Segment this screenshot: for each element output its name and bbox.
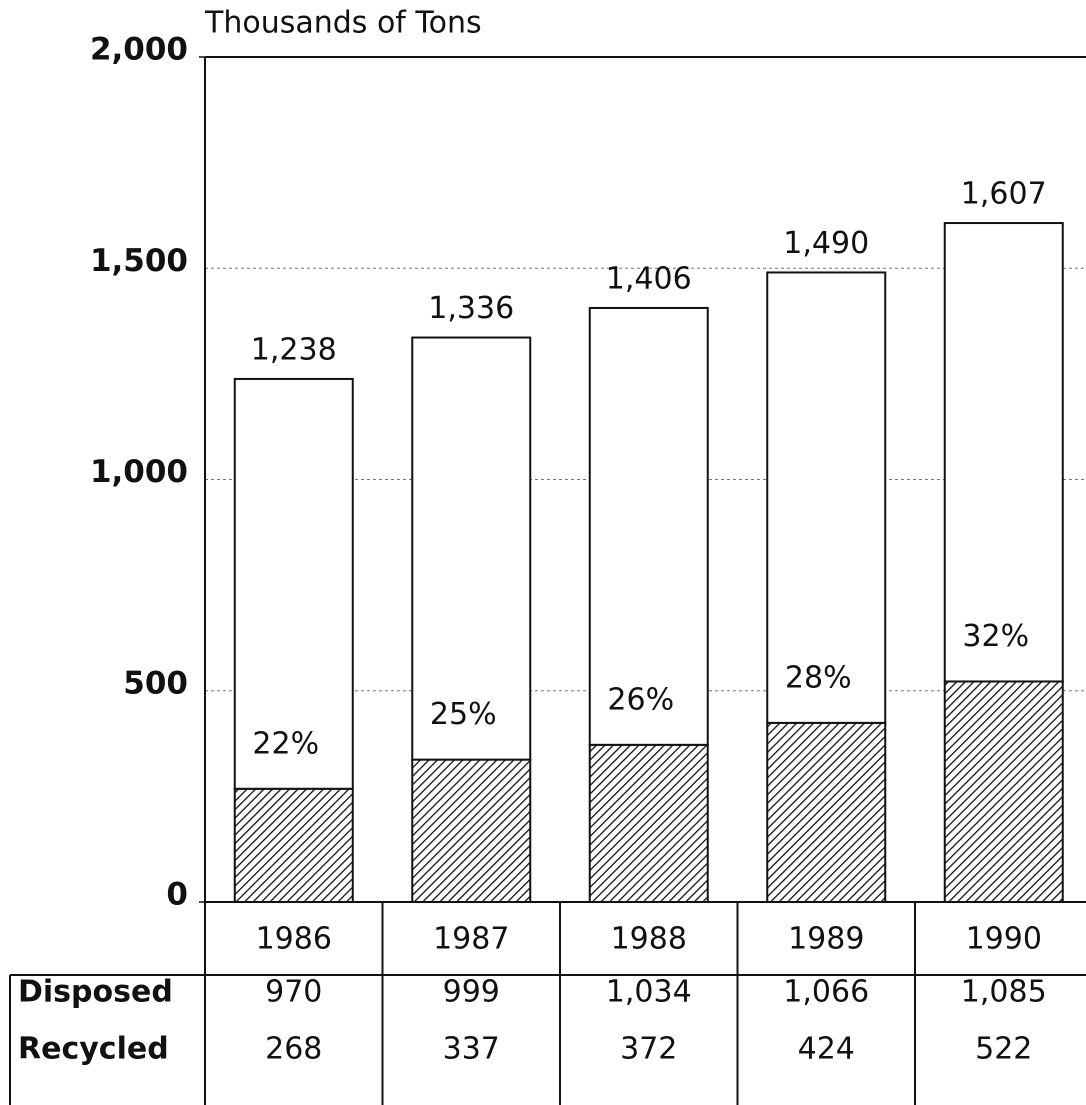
table-value: 999 xyxy=(443,975,500,1010)
x-tick-label: 1986 xyxy=(256,922,332,957)
bar-segment xyxy=(233,787,354,904)
x-tick-label: 1988 xyxy=(611,922,687,957)
share-label: 26% xyxy=(607,682,674,717)
share-label: 25% xyxy=(430,697,497,732)
bar-segment xyxy=(943,680,1064,904)
total-label: 1,238 xyxy=(251,332,337,367)
table-value: 970 xyxy=(265,975,322,1010)
bar-segment xyxy=(943,222,1064,683)
bar-segment xyxy=(588,743,709,904)
share-label: 28% xyxy=(785,660,852,695)
total-label: 1,406 xyxy=(606,261,692,296)
share-label: 22% xyxy=(252,726,319,761)
table-value: 1,085 xyxy=(961,975,1047,1010)
bar-segment xyxy=(766,721,887,903)
bar-segment xyxy=(411,758,532,903)
table-value: 337 xyxy=(443,1032,500,1067)
table-value: 424 xyxy=(798,1032,855,1067)
total-label: 1,490 xyxy=(783,226,869,261)
share-label: 32% xyxy=(962,619,1029,654)
bar-segment xyxy=(411,336,532,761)
row-name: Disposed xyxy=(18,975,173,1010)
y-tick-label: 0 xyxy=(166,877,188,913)
bar-segment xyxy=(766,271,887,724)
table-value: 372 xyxy=(620,1032,677,1067)
total-label: 1,607 xyxy=(961,177,1047,212)
y-tick-label: 1,000 xyxy=(90,454,188,490)
table-value: 1,034 xyxy=(606,975,692,1010)
row-name: Recycled xyxy=(18,1032,169,1067)
chart-title: Thousands of Tons xyxy=(204,6,482,41)
bar-segment xyxy=(233,377,354,790)
table-value: 268 xyxy=(265,1032,322,1067)
y-tick-label: 500 xyxy=(123,665,188,701)
x-tick-label: 1989 xyxy=(788,922,864,957)
table-value: 522 xyxy=(975,1032,1032,1067)
bar-segment xyxy=(588,306,709,746)
x-tick-label: 1987 xyxy=(433,922,509,957)
total-label: 1,336 xyxy=(428,291,514,326)
x-tick-label: 1990 xyxy=(966,922,1042,957)
table-value: 1,066 xyxy=(783,975,869,1010)
y-tick-label: 2,000 xyxy=(90,32,188,68)
y-tick-label: 1,500 xyxy=(90,243,188,279)
